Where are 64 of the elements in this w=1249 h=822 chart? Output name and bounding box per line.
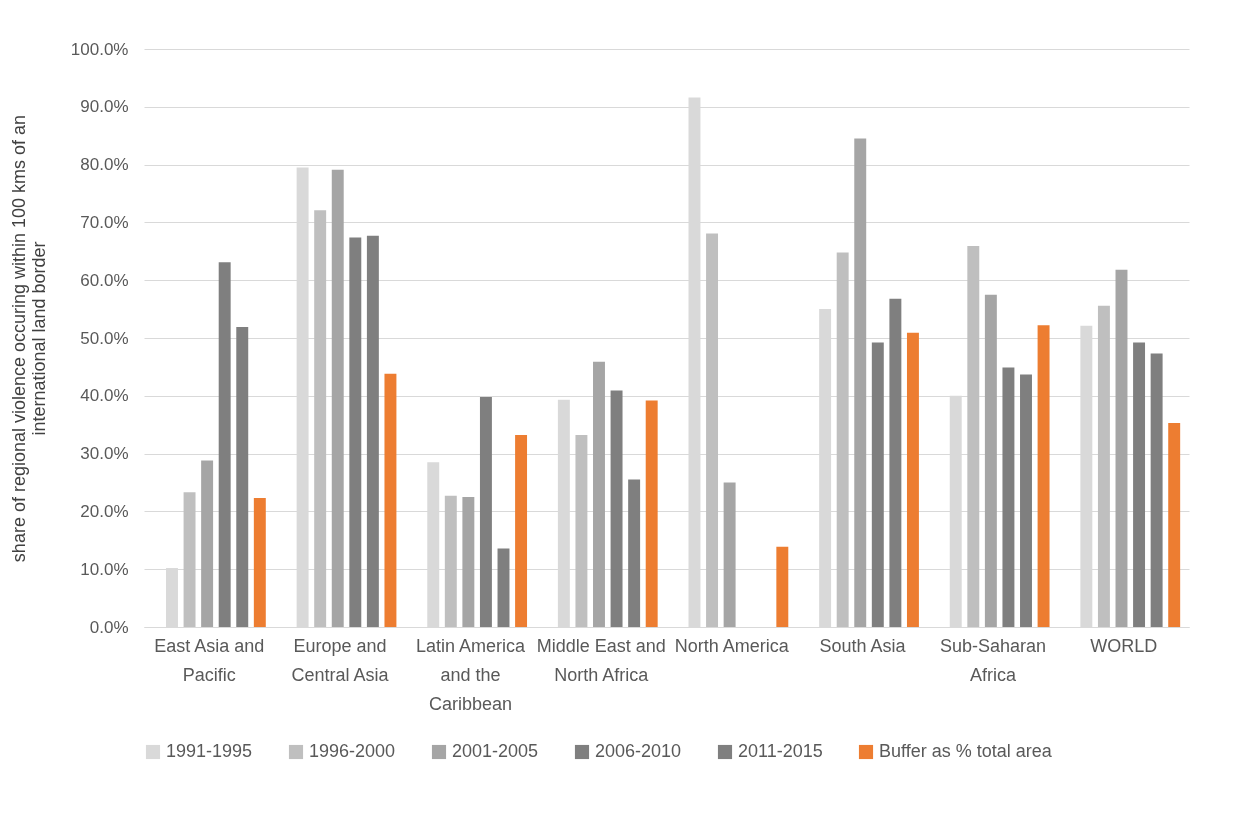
bar	[1133, 342, 1146, 627]
bar	[444, 495, 457, 627]
bar	[349, 237, 362, 627]
bar	[253, 498, 266, 627]
bar	[984, 294, 997, 627]
bar	[1168, 422, 1181, 627]
x-tick-label: South Asia	[819, 635, 907, 656]
y-tick-label: 80.0%	[80, 155, 129, 175]
bar	[1150, 353, 1163, 627]
bar	[645, 400, 658, 627]
y-tick-label: 70.0%	[80, 212, 129, 232]
bar	[218, 262, 231, 627]
y-tick-label: 50.0%	[80, 328, 129, 348]
y-tick-label: 100.0%	[70, 39, 129, 59]
legend-label: 1996-2000	[309, 741, 396, 761]
bar	[515, 435, 528, 627]
bar	[706, 233, 719, 627]
bar	[183, 492, 196, 627]
bar	[1037, 325, 1050, 627]
bar	[331, 169, 344, 627]
bar	[1002, 367, 1015, 627]
y-tick-label: 30.0%	[80, 444, 129, 464]
bar	[497, 548, 510, 627]
x-tick-label: Europe and Central Asia	[291, 635, 390, 685]
bar	[1020, 374, 1032, 627]
x-tick-label: Middle East and North Africa	[536, 635, 666, 685]
bar	[628, 479, 641, 627]
bar	[1097, 305, 1110, 627]
bar	[201, 460, 214, 627]
x-tick-label: East Asia and Pacific	[154, 635, 265, 685]
y-tick-label: 40.0%	[80, 386, 129, 406]
bar	[462, 496, 475, 627]
bar	[593, 361, 605, 627]
y-tick-label: 20.0%	[80, 501, 129, 521]
legend-label: 2001-2005	[452, 741, 539, 761]
y-tick-label: 60.0%	[80, 270, 129, 290]
bar	[776, 546, 789, 627]
bar	[723, 482, 736, 627]
bar	[967, 246, 980, 627]
x-tick-label: Latin America and the Caribbean	[416, 635, 527, 714]
legend-label: 2011-2015	[738, 741, 823, 761]
bar	[1115, 269, 1128, 627]
x-tick-label: Sub-Saharan Africa	[940, 635, 1047, 685]
bar	[906, 332, 919, 627]
bar	[575, 435, 588, 627]
bar	[836, 252, 849, 627]
bar	[854, 138, 867, 627]
bar	[366, 235, 379, 627]
y-axis-title: share of regional violence occuring within 100 kms of an international land border	[8, 114, 49, 563]
bar	[871, 342, 884, 627]
bar	[314, 210, 327, 627]
legend-label: Buffer as % total area	[879, 741, 1053, 761]
y-tick-label: 90.0%	[80, 97, 129, 117]
bar	[610, 390, 623, 627]
bar	[384, 373, 397, 627]
bar	[889, 298, 902, 627]
bar	[479, 396, 492, 627]
y-tick-label: 0.0%	[89, 617, 129, 637]
legend-label: 2006-2010	[595, 741, 682, 761]
y-tick-label: 10.0%	[80, 559, 129, 579]
x-tick-label: North America	[674, 635, 790, 656]
legend-label: 1991-1995	[166, 741, 253, 761]
x-tick-label: WORLD	[1090, 635, 1158, 656]
bar	[236, 327, 249, 627]
